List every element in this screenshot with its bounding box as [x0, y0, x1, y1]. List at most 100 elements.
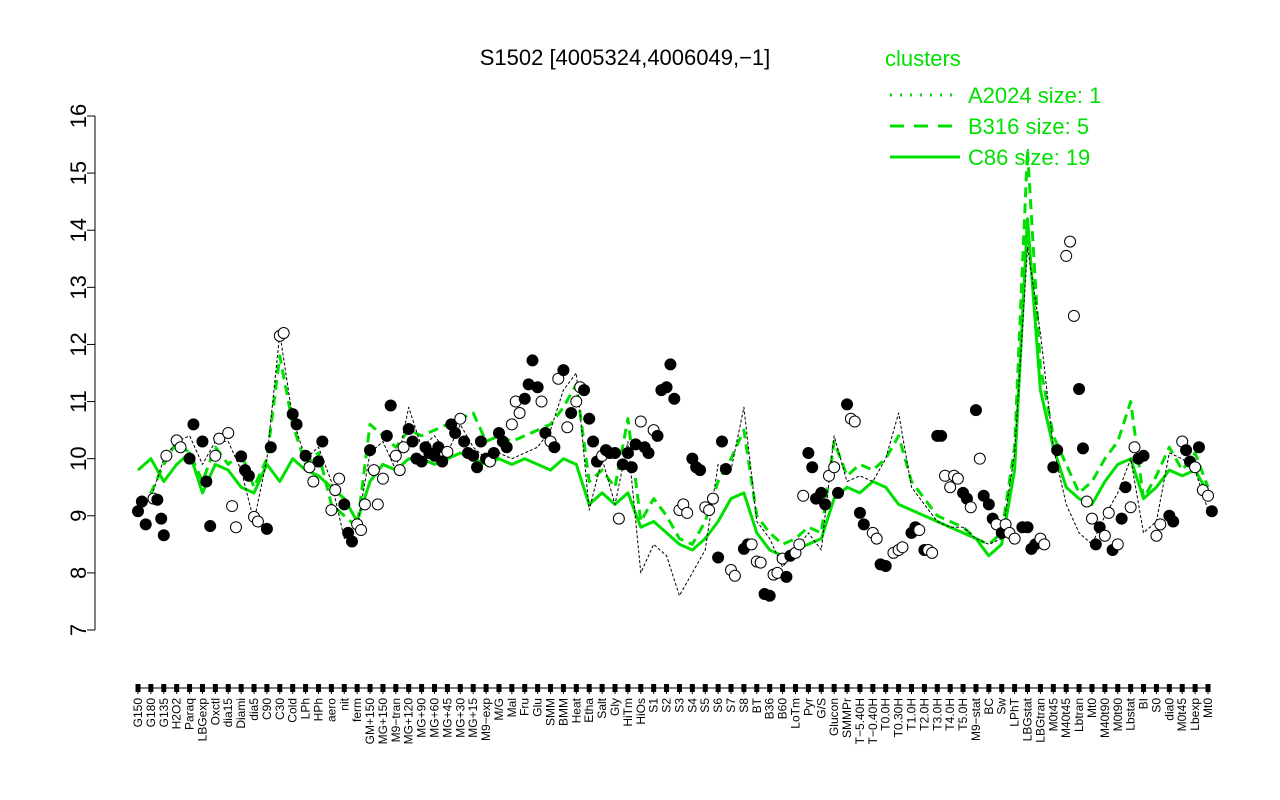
x-tick-label: M9−stat [969, 697, 983, 741]
data-point [367, 464, 380, 477]
data-point [1137, 449, 1150, 462]
data-point [1119, 481, 1132, 494]
x-tick-label: MG+30 [453, 698, 467, 738]
data-point [454, 412, 467, 425]
x-tick-label: H2O2 [170, 698, 184, 730]
x-rug-mark [135, 684, 141, 692]
x-rug-mark [973, 684, 979, 692]
series-line-dotted [137, 246, 1209, 597]
x-tick-label: HiOs [634, 698, 648, 725]
data-point [612, 512, 625, 525]
x-tick-label: M9−exp [479, 698, 493, 741]
x-tick-label: HiTm [621, 698, 635, 727]
series-line-dashed [137, 148, 1210, 546]
data-point [745, 538, 758, 551]
data-point [449, 426, 462, 439]
x-tick-label: Paraq [183, 698, 197, 730]
y-tick-label: 14 [66, 218, 91, 242]
x-rug-mark [496, 684, 502, 692]
data-point [1080, 495, 1093, 508]
x-rug-mark [728, 684, 734, 692]
data-point [828, 461, 841, 474]
data-point [664, 358, 677, 371]
x-rug-mark [1102, 684, 1108, 692]
x-rug-mark [560, 684, 566, 692]
data-point [338, 498, 351, 511]
x-rug-mark [290, 684, 296, 692]
data-point [587, 435, 600, 448]
x-rug-mark [238, 684, 244, 692]
data-point [229, 521, 242, 534]
data-point [578, 384, 591, 397]
x-tick-label: HPh [311, 698, 325, 721]
x-rug-mark [225, 684, 231, 692]
data-point [325, 504, 338, 517]
x-tick-label: T−5.40H [853, 698, 867, 744]
data-point [608, 446, 621, 459]
x-rug-mark [277, 684, 283, 692]
x-tick-label: S3 [672, 698, 686, 713]
x-rug-mark [921, 684, 927, 692]
x-tick-label: T−0.40H [866, 698, 880, 744]
data-point [226, 500, 239, 513]
data-point [1128, 441, 1141, 454]
data-point [625, 461, 638, 474]
data-point [1038, 538, 1051, 551]
x-tick-label: BI [1137, 698, 1151, 709]
chart-title: S1502 [4005324,4006049,−1] [480, 45, 771, 70]
data-point [307, 475, 320, 488]
x-tick-label: M0t45 [1046, 698, 1060, 732]
data-point [260, 522, 273, 535]
x-rug-mark [715, 684, 721, 692]
x-rug-mark [1063, 684, 1069, 692]
y-tick-label: 13 [66, 275, 91, 299]
x-tick-label: T0.0H [879, 698, 893, 731]
x-tick-label: C90 [260, 698, 274, 720]
series-lines [137, 148, 1210, 597]
data-point [364, 444, 377, 457]
x-rug-mark [535, 684, 541, 692]
data-point [487, 446, 500, 459]
x-rug-mark [999, 684, 1005, 692]
data-point [299, 449, 312, 462]
data-point [1089, 538, 1102, 551]
x-rug-mark [741, 684, 747, 692]
data-point [151, 493, 164, 506]
x-rug-mark [303, 684, 309, 692]
x-tick-label: M40t90 [1098, 698, 1112, 738]
data-point [793, 538, 806, 551]
x-rug-mark [341, 684, 347, 692]
data-point [583, 412, 596, 425]
x-tick-label: Diami [234, 698, 248, 729]
x-tick-label: LBGstat [1021, 697, 1035, 741]
x-rug-mark [767, 684, 773, 692]
x-tick-label: Glucon [827, 698, 841, 736]
x-rug-mark [161, 684, 167, 692]
x-rug-mark [947, 684, 953, 692]
x-rug-mark [1115, 684, 1121, 692]
x-rug-mark [573, 684, 579, 692]
data-point [694, 464, 707, 477]
x-rug-mark [1153, 684, 1159, 692]
x-rug-mark [393, 684, 399, 692]
data-point [797, 489, 810, 502]
data-point [802, 446, 815, 459]
data-point [973, 452, 986, 465]
data-point [213, 432, 226, 445]
x-rug-mark [522, 684, 528, 692]
legend: clusters A2024 size: 1 B316 size: 5 C86 … [885, 46, 1101, 170]
x-tick-label: B36 [763, 698, 777, 720]
x-rug-mark [1050, 684, 1056, 692]
x-rug-mark [187, 684, 193, 692]
data-point [196, 435, 209, 448]
x-rug-mark [805, 684, 811, 692]
data-point [458, 435, 471, 448]
data-point [1154, 518, 1167, 531]
data-point [561, 421, 574, 434]
data-point [312, 455, 325, 468]
data-point [1150, 529, 1163, 542]
data-point [1047, 461, 1060, 474]
data-point [531, 381, 544, 394]
x-tick-label: S1 [647, 698, 661, 713]
x-rug-mark [1025, 684, 1031, 692]
